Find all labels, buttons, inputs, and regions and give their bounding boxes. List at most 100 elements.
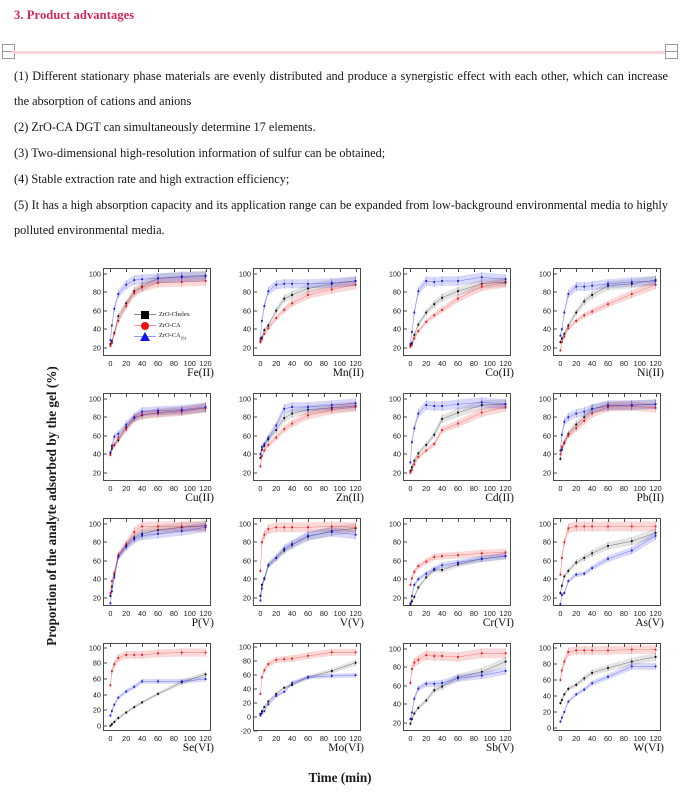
legend-label: ZrO-Chelex (159, 310, 190, 318)
data-point (411, 331, 413, 333)
data-point (275, 309, 278, 312)
data-point (307, 406, 309, 408)
x-tick-label: 20 (122, 359, 131, 368)
data-point (425, 699, 428, 702)
data-point (433, 314, 436, 317)
series-line (110, 674, 206, 726)
data-point (111, 324, 113, 327)
x-tick-label: 100 (333, 734, 346, 743)
y-tick-mark (254, 674, 257, 676)
data-point (409, 471, 412, 474)
x-tick-label: 120 (349, 609, 362, 618)
series-layer (559, 645, 657, 724)
data-point (409, 461, 412, 464)
series-line (410, 406, 506, 473)
y-tick-label: 40 (392, 699, 401, 709)
panel-label: W(VI) (633, 742, 664, 754)
data-point (157, 692, 159, 695)
data-point (563, 711, 566, 713)
data-point (425, 682, 428, 685)
y-tick-label: 40 (92, 324, 101, 334)
data-point (111, 723, 113, 726)
x-tick-label: 40 (588, 734, 597, 743)
data-point (109, 595, 112, 597)
data-point (561, 445, 563, 448)
data-point (267, 700, 270, 703)
data-point (111, 445, 113, 447)
x-tick-mark (355, 269, 357, 272)
data-point (307, 526, 309, 529)
x-tick-label: 120 (499, 484, 512, 493)
data-point (575, 320, 578, 322)
data-point (457, 554, 459, 556)
plot-area: 0 20 40 60 80 100 0 20 40 60 80 100 120 (89, 643, 212, 743)
data-point (441, 429, 443, 431)
data-point (291, 406, 293, 408)
legend-square-icon (134, 310, 156, 319)
y-tick-mark (104, 416, 107, 418)
divider-line (12, 51, 668, 54)
y-tick-mark (404, 398, 407, 400)
data-point (425, 404, 428, 406)
data-point (113, 663, 116, 666)
x-tick-label: 100 (633, 359, 646, 368)
y-tick-mark (404, 578, 407, 580)
data-point (113, 721, 116, 723)
x-tick-label: 120 (199, 734, 212, 743)
data-point (563, 332, 566, 335)
data-point (125, 305, 128, 307)
legend-label: ZrO-CA(S) (159, 331, 187, 341)
divider-handle-right[interactable] (665, 44, 678, 59)
data-point (413, 463, 416, 466)
data-point (133, 685, 136, 688)
x-tick-mark (292, 394, 294, 397)
data-point (457, 656, 459, 658)
panel-label: Se(VI) (182, 742, 214, 754)
x-tick-mark (110, 519, 112, 522)
data-point (480, 411, 483, 414)
data-point (204, 526, 207, 529)
data-point (261, 541, 263, 544)
chart-panel-sevi: 0 20 40 60 80 100 0 20 40 60 80 100 120 Se(VI) (70, 637, 220, 762)
y-tick-label: 100 (388, 394, 401, 404)
y-tick-mark (104, 694, 107, 696)
panel-label: V(V) (339, 617, 364, 629)
y-tick-label: 20 (542, 707, 551, 717)
data-point (630, 665, 633, 668)
y-tick-mark (554, 347, 557, 349)
x-tick-mark (426, 644, 428, 647)
data-point (504, 555, 507, 557)
data-point (267, 703, 270, 706)
x-tick-label: 40 (138, 359, 147, 368)
data-point (117, 556, 120, 558)
data-point (567, 416, 570, 419)
chart-panel-mnii: 20 40 60 80 100 0 20 40 60 80 100 120 Mn(II) (220, 262, 370, 387)
y-tick-mark (254, 660, 257, 662)
data-point (441, 564, 443, 567)
data-point (591, 525, 593, 528)
data-point (111, 710, 113, 712)
x-tick-mark (505, 269, 507, 272)
x-tick-label: 20 (122, 484, 131, 493)
data-point (261, 712, 263, 715)
y-tick-label: 40 (92, 574, 101, 584)
y-tick-label: 100 (238, 269, 251, 279)
x-tick-label: 20 (122, 734, 131, 743)
data-point (441, 296, 443, 299)
y-tick-mark (254, 291, 257, 293)
x-tick-label: 80 (469, 609, 478, 618)
data-point (267, 444, 270, 446)
y-tick-mark (104, 647, 107, 649)
y-tick-label: 60 (242, 306, 251, 316)
data-point (411, 441, 413, 444)
data-point (141, 278, 143, 281)
data-point (263, 578, 266, 581)
y-tick-mark (404, 541, 407, 543)
x-tick-label: 80 (469, 359, 478, 368)
data-point (575, 285, 578, 288)
data-point (563, 592, 566, 594)
data-point (109, 345, 112, 347)
legend-item: ZrO-Chelex (134, 309, 190, 319)
panel-label: Cd(II) (485, 492, 514, 504)
